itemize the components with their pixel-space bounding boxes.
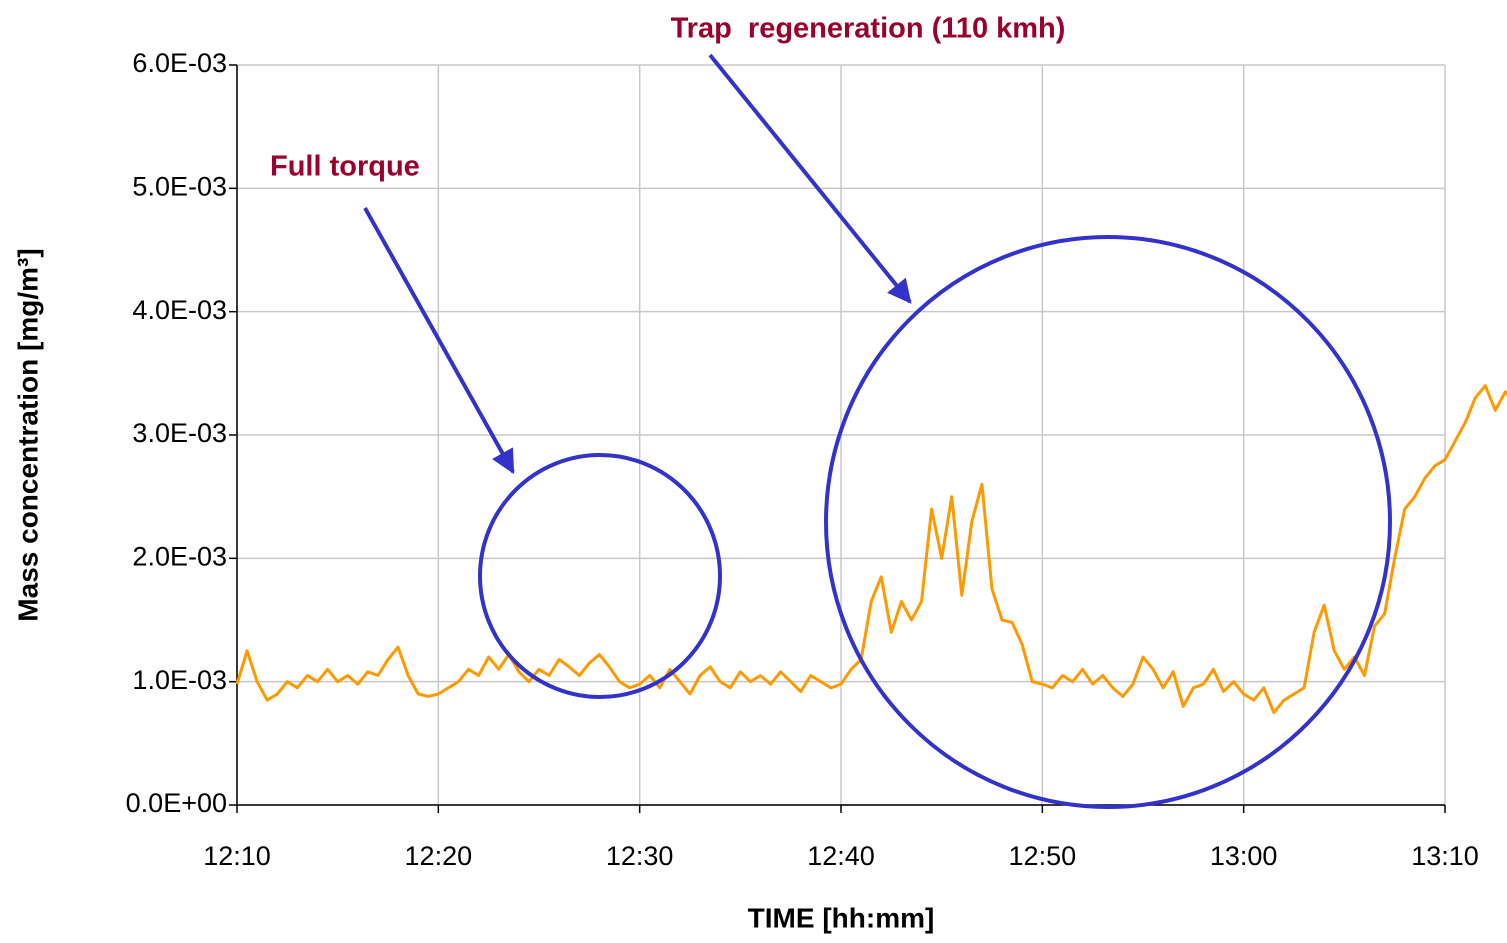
x-tick-label: 12:30 — [606, 841, 674, 871]
x-tick-label: 12:10 — [203, 841, 271, 871]
x-tick-label: 13:10 — [1411, 841, 1479, 871]
arrow — [363, 207, 515, 475]
y-tick-label: 2.0E-03 — [132, 541, 227, 571]
x-tick-label: 13:00 — [1210, 841, 1278, 871]
highlight-circle — [824, 235, 1392, 809]
x-tick-label: 12:40 — [807, 841, 875, 871]
y-tick-label: 6.0E-03 — [132, 48, 227, 78]
y-tick-label: 5.0E-03 — [132, 171, 227, 201]
y-axis-title: Mass concentration [mg/m³] — [12, 248, 43, 621]
y-tick-label: 1.0E-03 — [132, 665, 227, 695]
highlight-circle — [478, 453, 722, 699]
annotation: Trap regeneration (110 kmh) — [671, 13, 1066, 45]
y-tick-label: 4.0E-03 — [132, 295, 227, 325]
x-tick-label: 12:20 — [405, 841, 473, 871]
y-tick-label: 3.0E-03 — [132, 418, 227, 448]
annotation: Full torque — [270, 151, 420, 183]
y-tick-label: 0.0E+00 — [126, 788, 227, 818]
arrow — [708, 53, 912, 304]
x-tick-label: 12:50 — [1009, 841, 1077, 871]
x-axis-title: TIME [hh:mm] — [748, 902, 935, 933]
